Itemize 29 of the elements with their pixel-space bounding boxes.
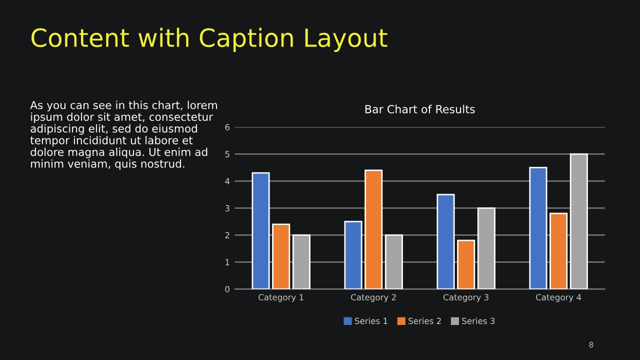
x-tick-label: Category 3 <box>444 294 488 302</box>
chart-title: Bar Chart of Results <box>365 104 475 114</box>
bar <box>477 207 496 290</box>
bar <box>529 166 548 290</box>
text: Content with Caption Layout <box>31 28 388 52</box>
bar <box>344 220 362 290</box>
text: As you can see in this chart, lorem ipsum dolor sit amet, consectetur adipiscing elit, sed do eiusmod tempor incididunt ut labore et dolore magna aliqua. Ut enim ad minim veniam, quis nostrud. <box>30 100 217 170</box>
legend-label: Series 1 <box>355 318 388 324</box>
legend-label: Series 3 <box>462 318 495 324</box>
bar <box>292 234 310 290</box>
bar <box>252 172 270 290</box>
bar <box>457 240 476 290</box>
y-tick-label: 0 <box>225 286 230 292</box>
y-tick-label: 2 <box>225 232 230 238</box>
bar <box>436 194 455 290</box>
x-tick-label: Category 4 <box>536 294 582 302</box>
y-tick-label: 6 <box>225 124 230 130</box>
bar <box>364 170 383 290</box>
y-tick-label: 1 <box>226 259 230 266</box>
bar <box>384 234 403 290</box>
bar <box>550 212 568 290</box>
legend-label: Series 2 <box>408 318 441 324</box>
x-tick-label: Category 2 <box>351 294 396 302</box>
x-tick-label: Category 1 <box>258 294 304 302</box>
y-tick-label: 3 <box>225 205 230 212</box>
y-tick-label: 4 <box>225 178 230 184</box>
y-tick-label: 5 <box>225 151 230 158</box>
bar <box>570 153 588 290</box>
bar <box>272 224 290 290</box>
